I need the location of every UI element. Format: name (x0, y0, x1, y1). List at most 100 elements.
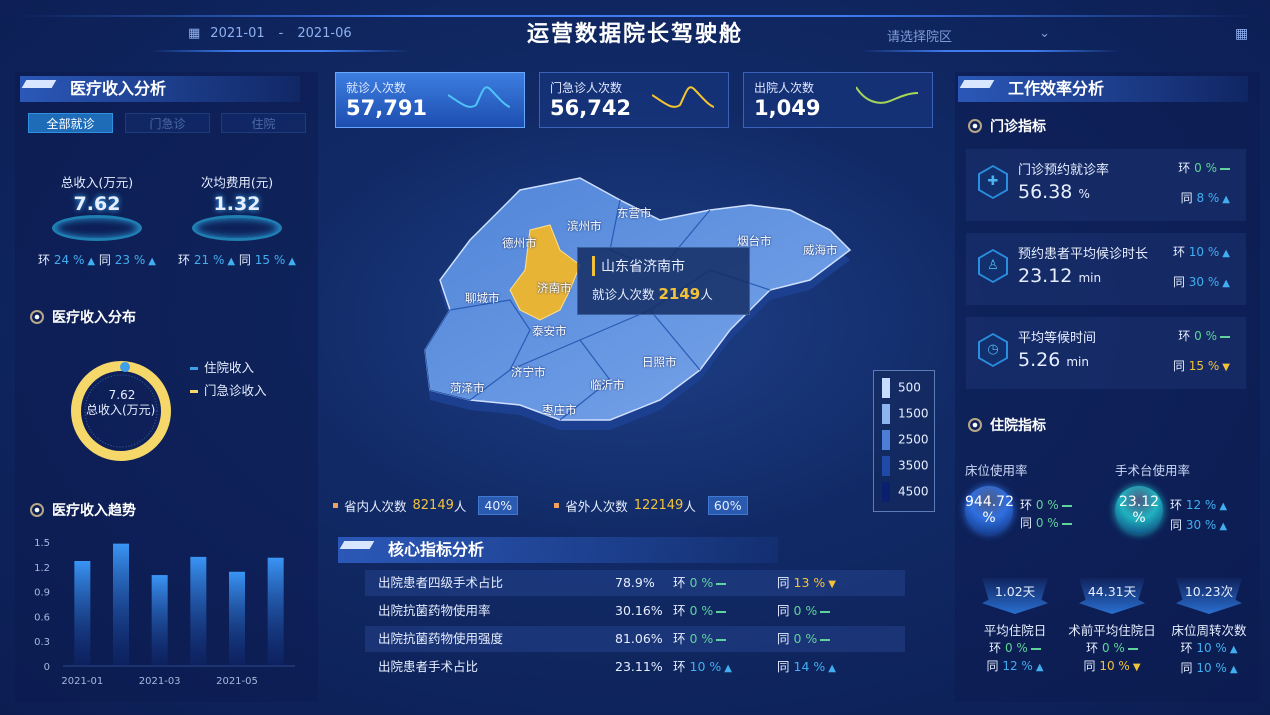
medical-income-title: 医疗收入分析 (20, 76, 300, 102)
bar-2021-05 (229, 571, 245, 666)
map-city-label[interactable]: 滨州市 (567, 219, 602, 233)
arrow-up-icon: ▲ (724, 663, 732, 674)
metric-value: 7.62 (73, 193, 121, 215)
map-legend-item: 2500 (882, 430, 929, 450)
map-city-label[interactable]: 菏泽市 (450, 381, 485, 395)
map-city-label[interactable]: 泰安市 (532, 324, 567, 338)
metric-label: 总收入(万元) (60, 175, 134, 190)
flat-dash-icon (1061, 504, 1072, 507)
header-border (15, 15, 1255, 17)
chevron-down-icon: ⌄ (1039, 26, 1050, 41)
metric-pedestal (52, 215, 142, 241)
date-end[interactable]: 2021-06 (297, 26, 352, 41)
card-value: 56.38 (1018, 181, 1073, 203)
stay-name: 床位周转次数 (1171, 623, 1247, 638)
stay-value: 1.02天 (994, 584, 1036, 599)
calendar-clock-icon: ◷ (978, 333, 1008, 367)
card-unit: min (1066, 355, 1089, 369)
donut-center-label: 总收入(万元) (86, 403, 156, 417)
out-province-pct-badge: 60% (707, 496, 748, 515)
tb-change: 同 8 % ▲ (1180, 191, 1230, 205)
tb-change: 同 30 % ▲ (1172, 275, 1230, 289)
flat-dash-icon (716, 638, 727, 641)
stay-block: 10.23次 床位周转次数 环 10 % ▲ 同 10 % ▲ (1159, 578, 1259, 679)
map-city-label[interactable]: 日照市 (642, 355, 677, 369)
kpi-card[interactable]: 就诊人次数 57,791 (335, 72, 525, 128)
rate-name: 手术台使用率 (1115, 463, 1191, 478)
hb-change: 环 0 % (673, 603, 727, 618)
in-province-value: 82149 (412, 498, 454, 513)
map-region-jinan[interactable] (509, 224, 581, 321)
tb-change: 同 0 % (1020, 516, 1072, 530)
stay-pedestal: 44.31天 (1079, 578, 1145, 614)
kpi-sparkline (448, 86, 510, 108)
hb-change: 环 0 % (989, 641, 1041, 655)
hospital-select[interactable]: 请选择院区 ⌄ (870, 26, 1050, 45)
page-title: 运营数据院长驾驶舱 (526, 22, 743, 47)
tooltip-unit: 人 (700, 287, 713, 302)
donut-slice-inpatient (120, 362, 130, 372)
map-city-label[interactable]: 济南市 (537, 281, 572, 295)
arrow-up-icon: ▲ (1035, 662, 1044, 673)
out-province-unit: 人 (683, 499, 696, 514)
map-legend-item: 1500 (882, 404, 929, 424)
grid-icon[interactable]: ▦ (1235, 26, 1249, 42)
indicator-name: 出院抗菌药物使用强度 (378, 631, 504, 646)
map-city-label[interactable]: 东营市 (617, 206, 652, 220)
x-tick-label: 2021-03 (139, 676, 181, 687)
core-indicator-row: 出院抗菌药物使用率 30.16% 环 0 % 同 0 % (365, 598, 905, 624)
kpi-label: 门急诊人次数 (550, 81, 623, 95)
date-start[interactable]: 2021-01 (210, 26, 265, 41)
outpatient-card: ♙ 预约患者平均候诊时长 23.12 min 环 10 % ▲ 同 30 % ▲ (966, 233, 1246, 305)
tb-change: 同 23 % ▲ (98, 253, 156, 267)
core-indicator-row: 出院患者四级手术占比 78.9% 环 0 % 同 13 % ▼ (365, 570, 905, 596)
map-city-label[interactable]: 烟台市 (737, 234, 772, 248)
bar-2021-02 (113, 543, 129, 666)
stay-pedestal: 10.23次 (1176, 578, 1242, 614)
arrow-up-icon: ▲ (828, 663, 836, 674)
card-name: 预约患者平均候诊时长 (1018, 247, 1149, 262)
kpi-label: 出院人次数 (754, 81, 815, 95)
x-tick-label: 2021-01 (61, 676, 103, 687)
hb-change: 环 0 % (1086, 641, 1138, 655)
card-value: 5.26 (1018, 349, 1061, 371)
flat-dash-icon (1220, 335, 1230, 338)
tooltip-value: 2149 (658, 285, 701, 303)
kpi-value: 57,791 (346, 96, 428, 120)
core-indicator-row: 出院抗菌药物使用强度 81.06% 环 0 % 同 0 % (365, 626, 905, 652)
stay-name: 术前平均住院日 (1068, 623, 1156, 638)
flat-dash-icon (820, 638, 831, 641)
legend-item-outpatient[interactable]: 门急诊收入 (190, 379, 267, 402)
map-city-label[interactable]: 威海市 (803, 243, 838, 257)
map-city-label[interactable]: 枣庄市 (542, 403, 577, 417)
tooltip-label: 就诊人次数 (592, 287, 655, 302)
bar-2021-01 (74, 561, 91, 666)
arrow-up-icon: ▲ (1219, 501, 1228, 512)
hb-change: 环 0 % (1178, 329, 1230, 343)
kpi-sparkline (856, 86, 918, 104)
income-distribution-title: 医疗收入分布 (30, 307, 136, 327)
indicator-name: 出院患者手术占比 (378, 659, 479, 674)
rate-block: 床位使用率 944.72% 环 0 % 同 0 % (965, 460, 1105, 534)
tab-all-visits[interactable]: 全部就诊 (28, 113, 113, 133)
stay-value: 44.31天 (1087, 584, 1137, 599)
legend-item-inpatient[interactable]: 住院收入 (190, 356, 267, 379)
bar-2021-03 (151, 575, 168, 666)
map-city-label[interactable]: 济宁市 (511, 365, 546, 379)
date-separator: - (278, 26, 284, 41)
map-city-label[interactable]: 德州市 (502, 236, 537, 250)
kpi-card[interactable]: 门急诊人次数 56,742 (539, 72, 729, 128)
indicator-value: 78.9% (615, 575, 655, 590)
kpi-card[interactable]: 出院人次数 1,049 (743, 72, 933, 128)
stay-block: 44.31天 术前平均住院日 环 0 % 同 10 % ▼ (1062, 578, 1162, 677)
tb-change: 同 0 % (777, 603, 831, 618)
y-tick-label: 1.2 (34, 563, 50, 574)
tab-outpatient[interactable]: 门急诊 (125, 113, 210, 133)
arrow-down-icon: ▼ (828, 579, 836, 590)
card-value: 23.12 (1018, 265, 1073, 287)
date-range-picker[interactable]: ▦ 2021-01 - 2021-06 (188, 26, 352, 41)
arrow-up-icon: ▲ (1219, 521, 1228, 532)
tab-inpatient[interactable]: 住院 (221, 113, 306, 133)
map-city-label[interactable]: 临沂市 (590, 378, 625, 392)
map-city-label[interactable]: 聊城市 (465, 291, 500, 305)
